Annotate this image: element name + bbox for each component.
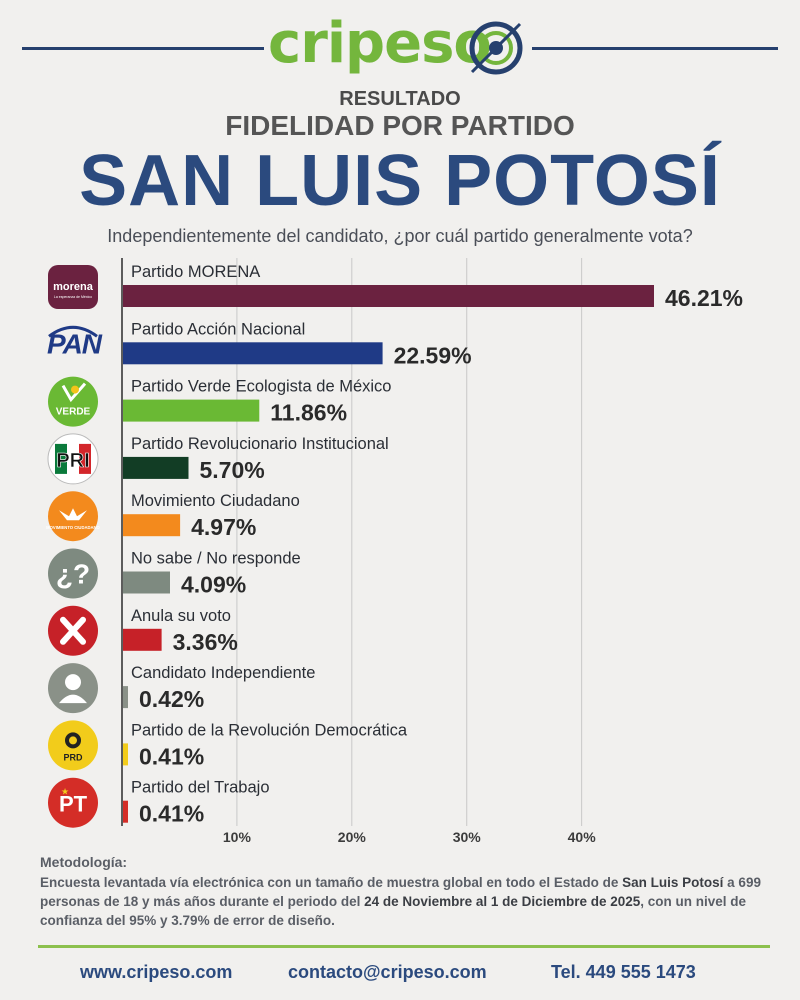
report-subtitle: FIDELIDAD POR PARTIDO: [225, 110, 575, 141]
category-label: Partido Revolucionario Institucional: [131, 435, 389, 453]
x-icon: [48, 605, 98, 656]
value-label: 46.21%: [665, 285, 743, 311]
svg-text:MOVIMIENTO CIUDADANO: MOVIMIENTO CIUDADANO: [46, 525, 100, 530]
value-label: 22.59%: [394, 342, 472, 368]
value-label: 5.70%: [199, 457, 264, 483]
bar: [123, 800, 128, 823]
footer-phone: Tel. 449 555 1473: [551, 962, 696, 982]
methodology: Metodología: Encuesta levantada vía elec…: [40, 853, 762, 930]
bar: [123, 399, 260, 422]
methodology-text: Encuesta levantada vía electrónica con u…: [40, 873, 762, 930]
brand-logo: cripeso: [268, 8, 528, 80]
movimiento-ciudadano-logo: MOVIMIENTO CIUDADANO: [46, 491, 101, 542]
value-label: 11.86%: [270, 400, 347, 426]
footer-rule: [38, 945, 770, 948]
person-icon: [48, 663, 98, 714]
methodology-text-2: a 699 personas de 18 y más años durante …: [40, 875, 761, 909]
footer-website-link[interactable]: www.cripeso.com: [80, 962, 233, 982]
survey-question: Independientemente del candidato, ¿por c…: [107, 226, 693, 246]
bar: [123, 628, 162, 651]
value-label: 4.97%: [191, 514, 256, 540]
report-kicker: RESULTADO: [339, 88, 461, 110]
x-tick-label: 10%: [223, 829, 252, 845]
header-rule-right: [532, 47, 778, 50]
question-icon: ¿?: [48, 548, 98, 599]
x-tick-label: 30%: [453, 829, 482, 845]
methodology-period: 24 de Noviembre al 1 de Diciembre de 202…: [364, 894, 641, 909]
header-rule-left: [22, 47, 264, 50]
morena-logo: morena La esperanza de México: [48, 265, 98, 309]
bar: [123, 342, 383, 365]
svg-text:PRI: PRI: [56, 450, 89, 472]
prd-logo: PRD: [48, 720, 98, 771]
methodology-text-3: , con un nivel de confianza del 95% y 3.…: [40, 894, 747, 928]
category-label: Partido Acción Nacional: [131, 320, 305, 338]
value-label: 0.41%: [139, 801, 204, 827]
category-label: Partido del Trabajo: [131, 779, 270, 797]
methodology-text-1: Encuesta levantada vía electrónica con u…: [40, 875, 623, 890]
brand-wordmark: cripeso: [268, 11, 492, 76]
svg-text:VERDE: VERDE: [56, 407, 91, 418]
page-title: SAN LUIS POTOSÍ: [79, 141, 721, 221]
bar: [123, 571, 170, 594]
footer-email-link[interactable]: contacto@cripeso.com: [288, 962, 487, 982]
bar: [123, 686, 128, 709]
bar: [123, 285, 654, 307]
value-label: 0.42%: [139, 686, 204, 712]
value-label: 0.41%: [139, 743, 204, 769]
x-tick-label: 20%: [338, 829, 367, 845]
target-icon: [469, 21, 523, 75]
bar: [123, 456, 189, 479]
x-tick-label: 40%: [568, 829, 597, 845]
category-label: Anula su voto: [131, 607, 231, 625]
pri-logo: PRI: [47, 433, 99, 485]
bar: [123, 514, 181, 537]
methodology-title: Metodología:: [40, 854, 128, 870]
category-label: Candidato Independiente: [131, 664, 315, 682]
svg-text:PRD: PRD: [63, 752, 83, 762]
category-label: Movimiento Ciudadano: [131, 492, 300, 510]
category-label: Partido de la Revolución Democrática: [131, 721, 408, 739]
svg-text:PT: PT: [59, 792, 88, 817]
category-label: No sabe / No responde: [131, 550, 301, 568]
methodology-state: San Luis Potosí: [622, 875, 724, 890]
category-label: Partido MORENA: [131, 263, 260, 281]
value-label: 4.09%: [181, 572, 246, 598]
pan-logo: PAN: [47, 325, 104, 359]
bar: [123, 743, 128, 766]
svg-text:¿?: ¿?: [56, 559, 90, 590]
verde-logo: VERDE: [48, 376, 98, 427]
bar-chart: 10% 20% 30% 40% morena La esperanza de México…: [46, 258, 743, 845]
svg-text:La esperanza de México: La esperanza de México: [54, 295, 92, 299]
pt-logo: ★PT: [48, 777, 98, 828]
value-label: 3.36%: [173, 629, 238, 655]
category-label: Partido Verde Ecologista de México: [131, 378, 391, 396]
svg-text:★: ★: [61, 787, 69, 797]
svg-text:morena: morena: [53, 281, 94, 293]
